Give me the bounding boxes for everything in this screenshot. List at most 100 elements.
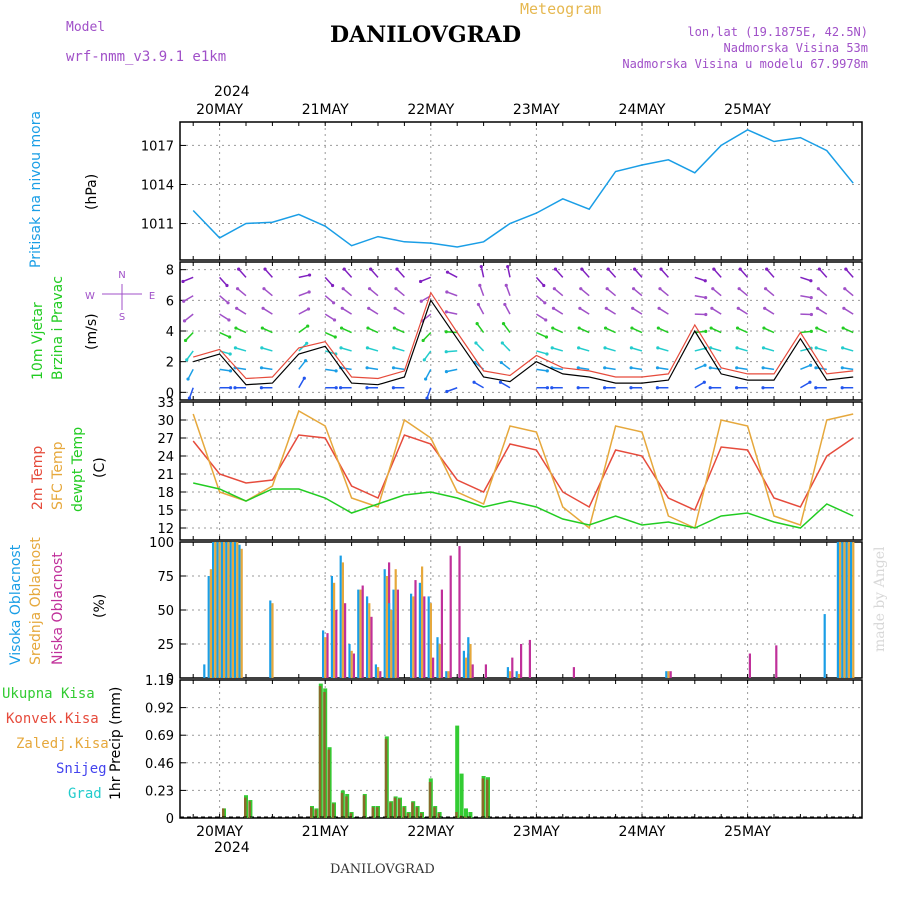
wind-arrow-head <box>580 267 584 271</box>
wind-arrow <box>710 347 722 352</box>
cloud-mid-label: Srednja Oblacnost <box>28 537 44 665</box>
panel-frame-pressure <box>179 121 863 261</box>
wind-arrow-head <box>260 326 264 330</box>
cloud-mid-bar <box>517 673 520 678</box>
snow-label: Snijeg <box>56 761 107 777</box>
cloud-mid-bar <box>852 542 855 678</box>
wind-arrow-head <box>226 301 230 305</box>
wind-arrow <box>420 276 432 283</box>
precip-conv-bar <box>486 779 489 818</box>
wind-arrow-head <box>259 386 263 390</box>
wind-arrow-head <box>553 267 558 271</box>
wind-arrow-head <box>503 302 507 307</box>
wind-arrow-head <box>544 335 549 339</box>
cloud-high-bar <box>845 542 848 678</box>
sfc-temp-line <box>192 409 854 530</box>
wind-arrow-head <box>229 386 233 390</box>
x-day-label-top: 22MAY <box>407 102 454 118</box>
wind-arrow <box>367 327 379 334</box>
cloud-mid-bar <box>218 542 221 678</box>
wind-arrow <box>535 276 545 287</box>
cloud-low-bar <box>748 653 751 678</box>
wind-arrow <box>694 347 706 352</box>
x-day-label-top: 21MAY <box>302 102 349 118</box>
y-tick-label: 4 <box>166 325 174 340</box>
wind-arrow <box>843 307 854 315</box>
precip-conv-bar <box>332 803 335 818</box>
wind-arrow <box>818 268 828 278</box>
wind-arrow-head <box>735 366 739 370</box>
wind-arrow-head <box>552 287 556 291</box>
wind-arrow <box>632 307 643 315</box>
cloud-mid-bar <box>209 569 212 678</box>
cloud-mid-bar <box>429 603 432 678</box>
y-tick-label: 1017 <box>141 139 174 154</box>
wind-arrow <box>394 327 405 334</box>
cloud-high-bar <box>220 542 223 678</box>
wind-arrow <box>657 367 669 371</box>
wind-arrow <box>446 331 458 334</box>
wind-arrow <box>446 291 458 297</box>
cloud-low-label: Niska Oblacnost <box>50 552 66 665</box>
wind-arrow-head <box>702 380 706 384</box>
wind-arrow-head <box>816 287 820 291</box>
wind-arrow-head <box>504 283 508 287</box>
wind-arrow <box>631 327 643 334</box>
wind-arrow <box>219 331 230 338</box>
wind-arrow <box>367 347 379 352</box>
cloud-mid-bar <box>333 582 336 678</box>
pressure-line <box>192 128 854 248</box>
wind-arrow-head <box>475 322 479 326</box>
wind-arrow-head <box>261 306 265 310</box>
wind-arrow-head <box>630 326 634 330</box>
cloud-high-bar <box>841 542 844 678</box>
wind-arrow <box>219 368 231 372</box>
cloud-high-bar <box>388 603 391 678</box>
cloud-high-bar <box>850 542 853 678</box>
cloud-mid-bar <box>843 542 846 678</box>
precip-total-bar <box>468 812 473 818</box>
wind-arrow <box>694 381 705 389</box>
precip-conv-bar <box>464 816 467 818</box>
wind-arrow <box>816 347 828 352</box>
wind-title: 10m Vjetar Brzina i Pravac <box>30 276 66 380</box>
wind-arrow-head <box>233 346 238 350</box>
cloud-high-bar <box>823 614 826 678</box>
wind-arrow-head <box>367 287 372 291</box>
wind-arrow-head <box>657 306 661 310</box>
wind-arrow-head <box>735 326 740 330</box>
wind-arrow <box>446 368 458 373</box>
wind-arrow-head <box>814 366 818 370</box>
wind-arrow <box>764 307 775 315</box>
precip-conv-bar <box>420 813 423 818</box>
cloud-low-bar <box>326 633 329 678</box>
wind-arrow <box>446 350 458 353</box>
cloud-mid-bar <box>465 657 468 678</box>
cloud-low-bar <box>775 645 778 678</box>
cloud-mid-bar <box>236 542 239 678</box>
wind-arrow-head <box>629 386 633 390</box>
wind-arrow-head <box>445 290 449 294</box>
wind-arrow <box>185 332 194 341</box>
wind-arrow <box>711 307 722 315</box>
wind-arrow <box>800 294 812 299</box>
cloud-mid-bar <box>350 650 353 678</box>
wind-arrow <box>631 367 643 371</box>
panel-frame-temperature <box>179 401 863 541</box>
wind-arrow <box>604 347 616 352</box>
wind-arrow-head <box>604 306 608 310</box>
y-tick-label: 1014 <box>141 178 174 193</box>
wind-arrow-head <box>703 279 707 283</box>
wind-arrow-head <box>365 366 369 370</box>
cloud-high-bar <box>836 542 839 678</box>
wind-arrow-head <box>704 312 708 317</box>
wind-arrow <box>219 313 230 321</box>
cloud-high-bar <box>269 600 272 678</box>
wind-arrow-head <box>340 306 344 310</box>
wind-arrow-head <box>843 287 847 291</box>
wind-arrow-head <box>392 326 396 330</box>
wind-arrow <box>473 381 484 389</box>
wind-arrow <box>578 327 590 334</box>
wind-arrow <box>369 288 379 297</box>
wind-arrow-head <box>545 352 549 356</box>
